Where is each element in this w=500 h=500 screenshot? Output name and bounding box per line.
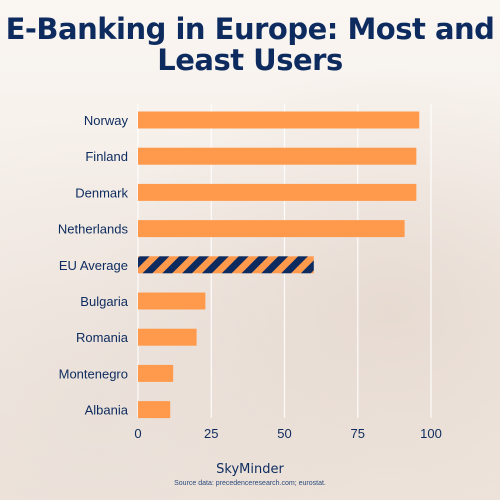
category-label: Romania — [76, 330, 129, 345]
x-tick-label: 75 — [351, 426, 365, 441]
category-label: Norway — [84, 113, 129, 128]
bar-netherlands — [138, 220, 405, 238]
bar-finland — [138, 147, 417, 165]
x-tick-label: 50 — [277, 426, 291, 441]
bar-chart: Norway Finland Denmark Netherlands EU Averag… — [58, 104, 442, 441]
x-tick-labels: 0 25 50 75 100 — [134, 426, 441, 441]
category-label: EU Average — [59, 258, 128, 273]
bar-montenegro — [138, 364, 174, 382]
bar-bulgaria — [138, 292, 206, 310]
category-label: Netherlands — [58, 222, 129, 237]
category-labels: Norway Finland Denmark Netherlands EU Averag… — [58, 113, 129, 418]
category-label: Finland — [85, 149, 128, 164]
source-note: Source data: precedenceresearch.com; eur… — [174, 480, 326, 487]
category-label: Bulgaria — [80, 294, 128, 309]
brand-logo-text: SkyMinder — [216, 462, 284, 477]
bar-romania — [138, 328, 197, 346]
category-label: Albania — [85, 403, 129, 418]
x-tick-label: 100 — [420, 426, 442, 441]
bar-denmark — [138, 183, 417, 201]
category-label: Denmark — [75, 185, 128, 200]
x-tick-label: 25 — [204, 426, 218, 441]
bars-group — [138, 111, 420, 419]
x-tick-label: 0 — [134, 426, 141, 441]
bar-eu-average — [138, 256, 314, 274]
chart-title: E-Banking in Europe: Most and Least User… — [5, 12, 495, 77]
category-label: Montenegro — [59, 366, 128, 381]
bar-albania — [138, 401, 171, 419]
bar-norway — [138, 111, 420, 129]
